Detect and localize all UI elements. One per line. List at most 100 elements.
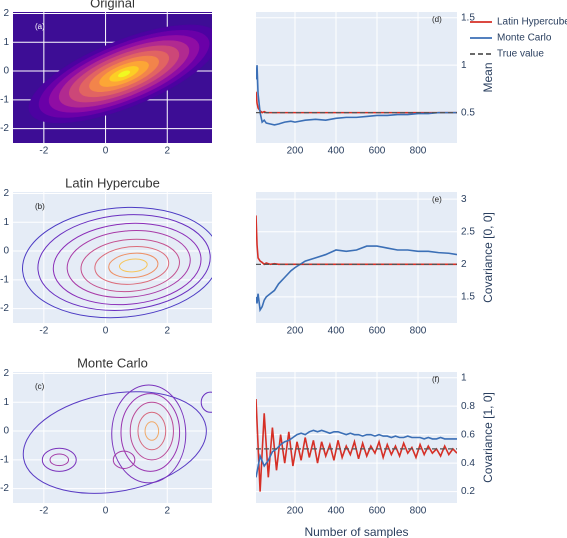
series-line <box>256 245 457 313</box>
x-tick-label: 200 <box>287 146 304 157</box>
series-line <box>256 65 457 126</box>
y-tick-label: 0 <box>3 246 9 257</box>
y-tick-label: -1 <box>0 454 9 465</box>
panel-label: (e) <box>432 195 442 204</box>
x-tick-label: -2 <box>39 326 48 337</box>
y-axis-title: Covariance [0, 0] <box>481 212 495 303</box>
y-axis-title: Covariance [1, 0] <box>481 392 495 483</box>
series-line <box>256 429 457 478</box>
contour <box>111 384 187 484</box>
y-tick-label: 2 <box>3 8 9 19</box>
y-tick-label: -2 <box>0 483 9 494</box>
panel-label: (d) <box>432 15 442 24</box>
contour <box>200 391 212 413</box>
contour <box>41 447 77 472</box>
contour <box>112 450 136 469</box>
plot-body <box>256 65 457 126</box>
x-tick-label: 2 <box>164 146 170 157</box>
y-tick-label: 2 <box>3 188 9 199</box>
y-tick-label: 1 <box>3 217 9 228</box>
panel-label: (f) <box>432 375 440 384</box>
y-tick-label: 1 <box>461 372 467 383</box>
legend-label: True value <box>497 49 544 60</box>
contour <box>37 214 211 311</box>
contour <box>129 401 174 461</box>
y-tick-label: -2 <box>0 123 9 134</box>
panel: -2 0 2 -2 -1 0 1 2 Latin Hypercube (b) <box>0 175 212 337</box>
plot-body <box>256 215 457 313</box>
plot-body <box>28 24 212 124</box>
plot-body <box>22 206 212 319</box>
x-axis-title: Number of samples <box>304 525 408 538</box>
x-tick-label: 600 <box>369 146 386 157</box>
x-tick-label: 2 <box>164 326 170 337</box>
plot-background <box>13 192 212 323</box>
y-tick-label: 1 <box>3 37 9 48</box>
plot-body <box>22 384 212 494</box>
contour <box>144 421 160 441</box>
y-tick-label: 0 <box>3 426 9 437</box>
panel: -2 0 2 -2 -1 0 1 2 Original (a) <box>0 0 212 157</box>
y-tick-label: 3 <box>461 194 467 205</box>
x-tick-label: 400 <box>328 326 345 337</box>
contour <box>94 245 170 285</box>
y-tick-label: 1.5 <box>461 12 475 23</box>
y-tick-label: 1 <box>461 60 467 71</box>
contour <box>80 238 180 293</box>
panel: 200 400 600 800 0.5 1 1.5 (d) Mean Latin Hypercub… <box>256 12 567 157</box>
panel: 200 400 600 800 1.5 2 2.5 3 (e) Covariance [0, 0] <box>256 192 495 337</box>
contour <box>118 258 148 273</box>
legend-label: Latin Hypercube <box>497 17 567 28</box>
y-tick-label: 2 <box>461 259 467 270</box>
x-tick-label: 600 <box>369 506 386 517</box>
y-tick-label: -2 <box>0 303 9 314</box>
y-tick-label: 0.2 <box>461 486 475 497</box>
contour <box>52 222 202 306</box>
x-tick-label: 200 <box>287 326 304 337</box>
contour <box>22 391 207 494</box>
y-tick-label: 0.8 <box>461 401 475 412</box>
chart-title: Latin Hypercube <box>65 175 160 190</box>
y-tick-label: 2 <box>3 368 9 379</box>
x-tick-label: -2 <box>39 146 48 157</box>
panel: 200 400 600 800 0.2 0.4 0.6 0.8 1 (f) Covariance [… <box>256 372 495 538</box>
panel-label: (b) <box>35 202 45 211</box>
contour <box>22 206 212 319</box>
plot-background <box>256 12 457 143</box>
x-tick-label: -2 <box>39 506 48 517</box>
y-tick-label: 1 <box>3 397 9 408</box>
y-tick-label: 0.6 <box>461 429 475 440</box>
x-tick-label: 800 <box>410 146 427 157</box>
x-tick-label: 2 <box>164 506 170 517</box>
plot-background <box>13 372 212 503</box>
x-tick-label: 800 <box>410 506 427 517</box>
x-tick-label: 200 <box>287 506 304 517</box>
plot-body <box>256 399 457 492</box>
y-tick-label: 0.5 <box>461 107 475 118</box>
x-tick-label: 400 <box>328 506 345 517</box>
panel-label: (c) <box>35 382 45 391</box>
y-tick-label: -1 <box>0 274 9 285</box>
chart-title: Monte Carlo <box>77 355 148 370</box>
legend-label: Monte Carlo <box>497 33 552 44</box>
y-tick-label: 1.5 <box>461 292 475 303</box>
x-tick-label: 800 <box>410 326 427 337</box>
series-line <box>256 399 457 492</box>
contour <box>49 453 70 467</box>
y-tick-label: -1 <box>0 94 9 105</box>
y-axis-title: Mean <box>481 62 495 92</box>
contour <box>137 411 167 451</box>
x-tick-label: 600 <box>369 326 386 337</box>
contour <box>118 70 131 78</box>
panel-label: (a) <box>35 22 45 31</box>
x-tick-label: 0 <box>103 506 109 517</box>
x-tick-label: 0 <box>103 146 109 157</box>
contour <box>108 252 159 279</box>
contour <box>66 230 191 298</box>
contour <box>120 393 181 472</box>
plot-background <box>256 192 457 323</box>
chart-title: Original <box>90 0 135 10</box>
x-tick-label: 0 <box>103 326 109 337</box>
x-tick-label: 400 <box>328 146 345 157</box>
y-tick-label: 0.4 <box>461 458 475 469</box>
